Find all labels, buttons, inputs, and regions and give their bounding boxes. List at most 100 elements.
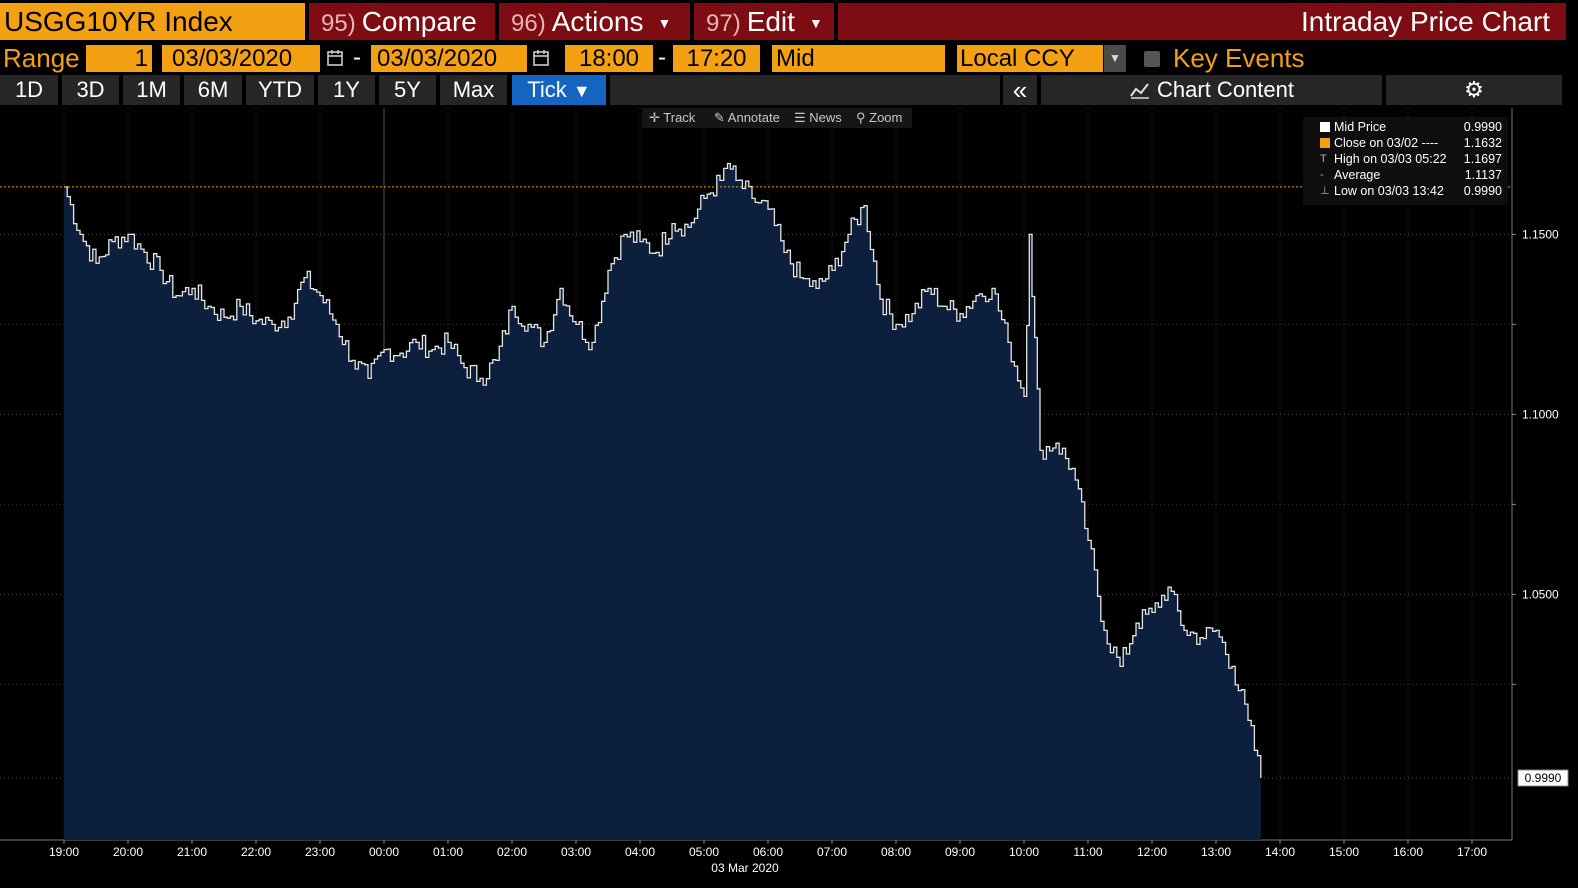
annotate-label: Annotate [727,110,780,125]
x-axis-ticks: 19:00 20:00 21:00 22:00 23:00 00:00 01:00 02:00… [49,840,1487,859]
x-axis-date-label: 03 Mar 2020 [711,861,779,875]
legend-high[interactable]: T High on 03/03 05:22 1.1697 [1303,151,1508,167]
price-line [64,162,1262,778]
x-tick-label: 09:00 [945,845,975,859]
compare-button[interactable]: 95) Compare [309,3,495,40]
legend-close-label: Close on 03/02 ---- [1334,136,1439,150]
tab-5y[interactable]: 5Y [379,75,436,105]
actions-button[interactable]: 96) Actions ▼ [499,3,690,40]
tab-1m[interactable]: 1M [123,75,180,105]
price-area [64,163,1261,840]
price-field-select[interactable]: Mid [772,45,945,72]
average-marker-icon: - [1320,169,1324,181]
x-tick-label: 20:00 [113,845,143,859]
y-tick-label: 1.1500 [1522,227,1559,241]
chart-content-button[interactable]: Chart Content [1041,75,1382,105]
x-tick-label: 05:00 [689,845,719,859]
actions-caret-icon: ▼ [657,15,672,32]
key-events-label: Key Events [1173,43,1305,73]
track-label: Track [663,110,696,125]
legend-low-label: Low on 03/03 13:42 [1334,184,1444,198]
currency-dropdown-icon[interactable]: ▼ [1104,45,1126,72]
x-tick-label: 01:00 [433,845,463,859]
x-tick-label: 06:00 [753,845,783,859]
zoom-label: Zoom [869,110,903,125]
collapse-icon[interactable]: « [1003,75,1037,105]
x-tick-label: 17:00 [1457,845,1487,859]
tick-caret-icon: ▼ [572,81,591,101]
high-marker-icon: T [1320,153,1327,165]
y-tick-label: 1.1000 [1522,407,1559,421]
legend-average[interactable]: - Average 1.1137 [1303,167,1508,183]
start-time-input[interactable]: 18:00 [565,45,653,72]
x-tick-label: 11:00 [1073,845,1102,859]
end-time-input[interactable]: 17:20 [673,45,760,72]
tab-max[interactable]: Max [440,75,507,105]
x-tick-label: 13:00 [1201,845,1231,859]
actions-label: Actions [551,6,644,37]
chart-content-label: Chart Content [1157,77,1294,102]
x-tick-label: 03:00 [561,845,591,859]
legend-average-value: 1.1137 [1464,168,1502,182]
x-tick-label: 07:00 [817,845,847,859]
start-calendar-icon[interactable] [326,46,344,70]
x-tick-label: 15:00 [1329,845,1359,859]
legend-high-value: 1.1697 [1463,152,1502,166]
end-calendar-icon[interactable] [532,46,550,70]
compare-label: Compare [361,6,477,37]
news-label: News [809,110,842,125]
y-axis-ticks: 1.1500 1.1000 1.0500 [1512,227,1559,685]
tab-3d[interactable]: 3D [62,75,119,105]
last-value-box [1517,769,1569,787]
chart-legend: Mid Price 0.9990 Close on 03/02 ---- 1.1… [1303,117,1508,205]
tab-ytd[interactable]: YTD [246,75,314,105]
x-tick-label: 10:00 [1009,845,1039,859]
tab-1y[interactable]: 1Y [318,75,375,105]
page-title: Intraday Price Chart [838,3,1566,40]
tabs-spacer [610,75,1000,105]
x-tick-label: 02:00 [497,845,527,859]
legend-mid-price-value: 0.9990 [1463,120,1502,134]
zoom-button[interactable]: ⚲ Zoom [856,110,903,125]
start-date-input[interactable]: 03/03/2020 [162,45,320,72]
x-tick-label: 23:00 [305,845,335,859]
annotate-button[interactable]: ✎ Annotate [714,110,780,125]
actions-number: 96) [511,10,546,37]
currency-select[interactable]: Local CCY [957,45,1103,72]
x-tick-label: 22:00 [241,845,271,859]
legend-close[interactable]: Close on 03/02 ---- 1.1632 [1303,135,1508,151]
legend-low-value: 0.9990 [1463,184,1502,198]
x-tick-label: 16:00 [1393,845,1423,859]
x-tick-label: 12:00 [1137,845,1167,859]
x-tick-label: 21:00 [177,845,207,859]
legend-low[interactable]: ⊥ Low on 03/03 13:42 0.9990 [1303,183,1508,199]
end-date-input[interactable]: 03/03/2020 [371,45,527,72]
edit-label: Edit [746,6,795,37]
news-button[interactable]: ☰ News [794,110,842,125]
date-range-dash: - [353,44,361,71]
edit-button[interactable]: 97) Edit ▼ [694,3,834,40]
tab-tick[interactable]: Tick ▼ [512,75,606,105]
chart-content-icon [1130,83,1150,99]
x-tick-label: 08:00 [881,845,911,859]
ticker-field[interactable]: USGG10YR Index [0,3,305,40]
chart-toolbar: ✛ Track ✎ Annotate ☰ News ⚲ Zoom [642,108,912,128]
edit-caret-icon: ▼ [808,15,823,32]
mid-price-swatch [1320,122,1330,132]
settings-button[interactable]: ⚙ [1386,75,1562,105]
last-value-marker: 0.9990 [1517,769,1569,787]
range-label: Range [3,43,80,73]
legend-close-value: 1.1632 [1463,136,1502,150]
last-value-text: 0.9990 [1525,771,1562,785]
tab-6m[interactable]: 6M [184,75,242,105]
price-chart[interactable]: 19:00 20:00 21:00 22:00 23:00 00:00 01:00 02:00… [0,108,1578,888]
y-tick-label: 1.0500 [1522,587,1559,601]
tab-1d[interactable]: 1D [0,75,58,105]
x-tick-label: 19:00 [49,845,79,859]
range-input[interactable]: 1 [86,45,152,72]
x-tick-label: 04:00 [625,845,655,859]
key-events-checkbox[interactable] [1144,51,1160,67]
legend-average-label: Average [1334,168,1381,182]
track-button[interactable]: ✛ Track [649,110,696,125]
legend-mid-price[interactable]: Mid Price 0.9990 [1303,119,1508,135]
